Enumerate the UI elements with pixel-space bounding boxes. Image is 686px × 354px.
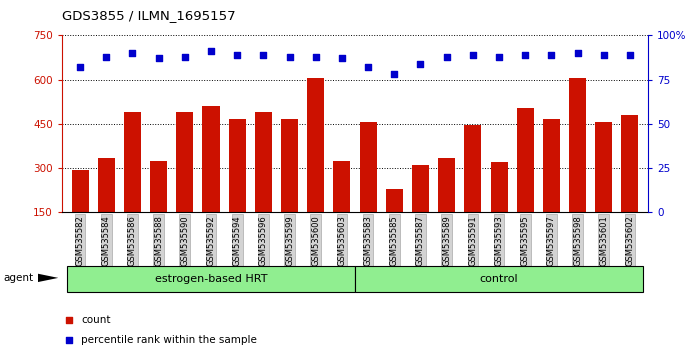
Polygon shape	[38, 274, 58, 282]
Point	[63, 337, 74, 343]
Bar	[71, 170, 88, 212]
Bar	[307, 78, 324, 212]
Bar	[464, 125, 482, 212]
Text: GDS3855 / ILMN_1695157: GDS3855 / ILMN_1695157	[62, 9, 235, 22]
Bar	[67, 266, 355, 292]
Point	[232, 52, 243, 58]
Point	[363, 64, 374, 70]
Point	[415, 61, 426, 67]
Point	[336, 56, 347, 61]
Bar	[438, 158, 455, 212]
Bar	[412, 165, 429, 212]
Point	[598, 52, 609, 58]
Point	[441, 54, 452, 59]
Point	[310, 54, 321, 59]
Bar	[543, 120, 560, 212]
Bar	[386, 189, 403, 212]
Point	[75, 64, 86, 70]
Point	[206, 48, 217, 54]
Text: control: control	[480, 274, 519, 284]
Point	[493, 54, 504, 59]
Bar	[622, 115, 639, 212]
Point	[63, 317, 74, 323]
Bar	[202, 106, 220, 212]
Bar	[595, 122, 613, 212]
Point	[153, 56, 164, 61]
Bar	[355, 266, 643, 292]
Bar	[333, 161, 351, 212]
Text: estrogen-based HRT: estrogen-based HRT	[155, 274, 268, 284]
Text: agent: agent	[3, 273, 34, 283]
Bar	[517, 108, 534, 212]
Point	[101, 54, 112, 59]
Point	[284, 54, 295, 59]
Bar	[97, 158, 115, 212]
Bar	[228, 120, 246, 212]
Text: percentile rank within the sample: percentile rank within the sample	[81, 335, 257, 345]
Bar	[569, 78, 586, 212]
Bar	[359, 122, 377, 212]
Point	[179, 54, 190, 59]
Point	[389, 72, 400, 77]
Bar	[150, 161, 167, 212]
Point	[520, 52, 531, 58]
Point	[127, 50, 138, 56]
Point	[624, 52, 635, 58]
Bar	[281, 120, 298, 212]
Point	[546, 52, 557, 58]
Point	[572, 50, 583, 56]
Text: count: count	[81, 315, 110, 325]
Point	[258, 52, 269, 58]
Bar	[255, 112, 272, 212]
Bar	[124, 112, 141, 212]
Point	[467, 52, 478, 58]
Bar	[176, 112, 193, 212]
Bar	[490, 162, 508, 212]
